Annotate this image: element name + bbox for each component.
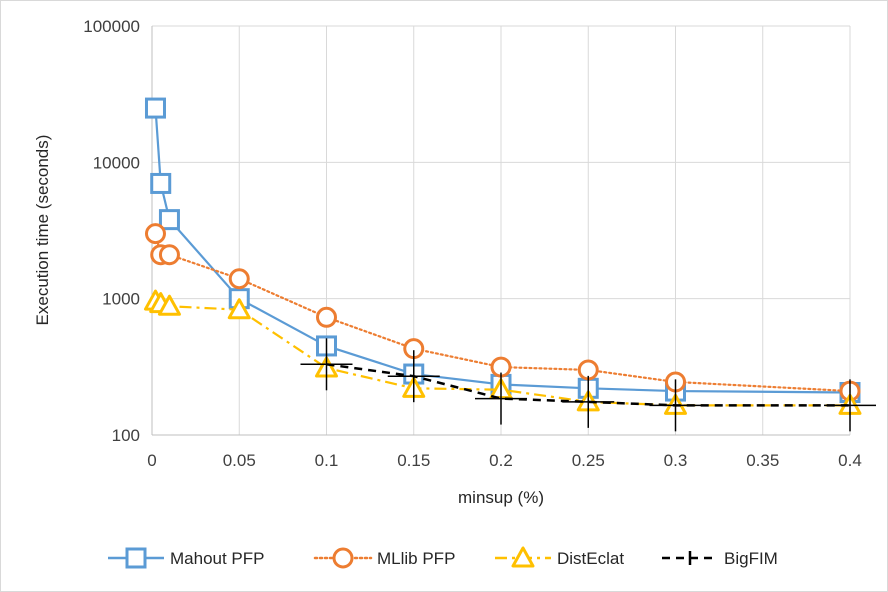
series-layer (143, 97, 876, 432)
x-tick-label: 0.15 (397, 451, 430, 470)
legend-marker (125, 547, 147, 569)
x-tick-label: 0.4 (838, 451, 862, 470)
series-bigfim (300, 338, 876, 432)
y-axis-title: Execution time (seconds) (33, 135, 52, 326)
y-tick-label: 10000 (93, 153, 140, 172)
x-tick-label: 0.25 (572, 451, 605, 470)
legend: Mahout PFP MLlib PFP DistEclat BigFIM (108, 546, 778, 569)
x-tick-label: 0 (147, 451, 156, 470)
legend-marker (332, 547, 354, 569)
y-tick-label: 100 (112, 426, 140, 445)
legend-label: DistEclat (557, 549, 624, 568)
data-point (228, 268, 250, 290)
x-axis-title: minsup (%) (458, 488, 544, 507)
x-tick-label: 0.2 (489, 451, 513, 470)
series-mllib-pfp (144, 223, 861, 402)
legend-label: Mahout PFP (170, 549, 265, 568)
data-point (824, 379, 876, 432)
data-point (300, 338, 353, 391)
data-point (158, 244, 180, 266)
data-point (144, 97, 166, 119)
legend-item: DistEclat (495, 546, 624, 568)
x-tick-label: 0.1 (315, 451, 339, 470)
data-point (227, 298, 251, 320)
data-point (649, 379, 702, 432)
data-point (144, 223, 166, 245)
legend-label: MLlib PFP (377, 549, 455, 568)
series-mahout-pfp (144, 97, 861, 403)
data-point (562, 375, 615, 428)
x-tick-label: 0.3 (664, 451, 688, 470)
legend-item: Mahout PFP (108, 547, 265, 569)
axes: 0 0.05 0.1 0.15 0.2 0.25 0.3 0.35 0.4 100 1000 1000… (83, 17, 862, 470)
series-disteclat (143, 289, 862, 415)
data-point (157, 294, 181, 316)
data-point (387, 350, 440, 403)
x-tick-label: 0.05 (223, 451, 256, 470)
legend-item: MLlib PFP (313, 547, 455, 569)
series-line (326, 363, 850, 407)
series-line (154, 108, 851, 394)
y-tick-label: 100000 (83, 17, 140, 36)
data-point (475, 372, 527, 425)
y-tick-label: 1000 (102, 290, 140, 309)
legend-marker (511, 546, 535, 568)
x-tick-label: 0.35 (746, 451, 779, 470)
data-point (158, 209, 180, 231)
legend-label: BigFIM (724, 549, 778, 568)
data-point (150, 172, 172, 194)
legend-item: BigFIM (662, 549, 778, 568)
data-point (316, 306, 337, 328)
